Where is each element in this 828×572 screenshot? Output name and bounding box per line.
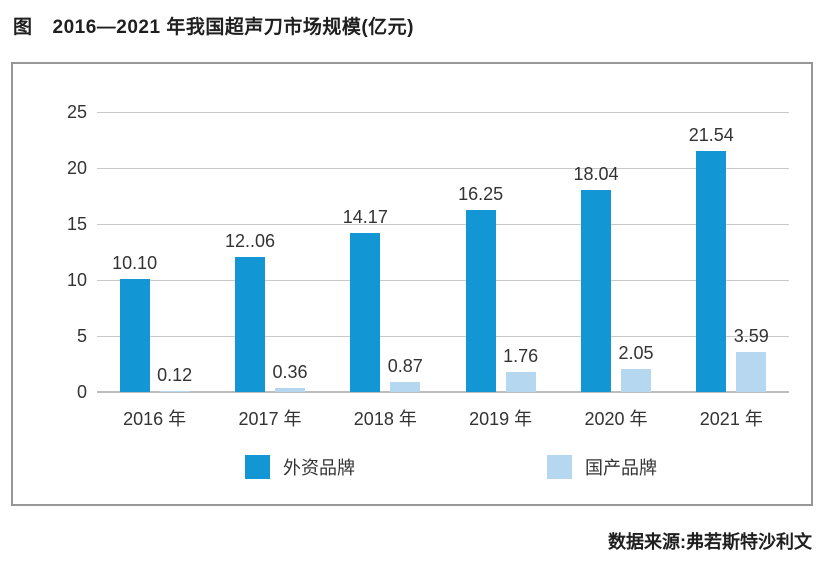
外资品牌-value-label: 10.10 [112,252,158,273]
国产品牌-value-label: 1.76 [503,346,539,367]
国产品牌-bar [620,369,651,392]
gridline-y-5 [97,336,789,337]
x-axis-labels: 2016 年 2017 年 2018 年 2019 年 2020 年 2021 年 [97,405,789,431]
bar-group-2016年: 10.10 0.12 [97,112,212,392]
外资品牌-value-label: 14.17 [342,207,388,228]
国产品牌-value-label: 2.05 [618,343,654,364]
国产品牌-bar [736,351,767,392]
x-tick-label-2017年: 2017 年 [238,409,302,429]
x-tick-label-2018年: 2018 年 [353,409,417,429]
legend-label-国产品牌: 国产品牌 [585,458,657,478]
外资品牌-bar-wrap: 16.25 [458,112,503,392]
国产品牌-bar-wrap: 0.87 [387,112,423,392]
y-tick-label-25: 25 [66,102,87,122]
figure-title-text: 2016—2021 年我国超声刀市场规模(亿元) [52,17,414,38]
国产品牌-bar [274,387,305,392]
外资品牌-bar-wrap: 21.54 [689,112,734,392]
外资品牌-value-label: 21.54 [688,124,734,145]
bar-group-2020年: 18.04 2.05 [558,112,673,392]
国产品牌-value-label: 3.59 [733,325,769,346]
外资品牌-value-label: 12..06 [224,230,276,251]
legend-swatch-国产品牌 [547,455,572,479]
国产品牌-bar [390,382,421,392]
bar-group-2021年: 21.54 3.59 [674,112,789,392]
bar-group-2019年: 16.25 1.76 [443,112,558,392]
gridline-y-25 [97,112,789,113]
外资品牌-bar-wrap: 10.10 [112,112,157,392]
外资品牌-bar [234,256,265,392]
legend-label-外资品牌: 外资品牌 [283,458,355,478]
国产品牌-bar [159,390,190,392]
gridline-y-15 [97,224,789,225]
y-tick-label-10: 10 [66,270,87,290]
legend: 外资品牌 国产品牌 [13,454,811,480]
国产品牌-bar [505,372,536,392]
y-tick-label-0: 0 [76,382,87,402]
外资品牌-value-label: 16.25 [458,184,504,204]
bar-group-2018年: 14.17 0.87 [328,112,443,392]
bar-group-2017年: 12..06 0.36 [212,112,327,392]
外资品牌-bar [119,278,150,392]
x-tick-label-2019年: 2019 年 [469,409,533,429]
figure-title: 图 2016—2021 年我国超声刀市场规模(亿元) [13,12,414,39]
chart-frame: 0 5 10 15 20 25 10.10 0.12 12..06 0.36 14.17 0.87 1… [11,62,813,506]
外资品牌-bar-wrap: 18.04 [573,112,618,392]
y-tick-label-5: 5 [76,326,87,346]
国产品牌-value-label: 0.36 [272,361,308,382]
y-tick-label-20: 20 [66,158,87,178]
legend-item-国产品牌: 国产品牌 [547,454,657,480]
legend-swatch-外资品牌 [245,455,270,479]
国产品牌-bar-wrap: 0.12 [157,112,193,392]
gridline-y-10 [97,280,789,281]
x-tick-label-2016年: 2016 年 [123,409,187,429]
y-tick-label-15: 15 [66,214,87,234]
legend-item-外资品牌: 外资品牌 [245,454,355,480]
国产品牌-value-label: 0.12 [157,364,193,385]
x-tick-label-2021年: 2021 年 [699,409,763,429]
gridline-y-20 [97,168,789,169]
外资品牌-value-label: 18.04 [573,163,619,184]
国产品牌-bar-wrap: 1.76 [503,112,539,392]
外资品牌-bar [465,210,496,392]
外资品牌-bar-wrap: 12..06 [225,112,275,392]
国产品牌-value-label: 0.87 [387,356,423,377]
外资品牌-bar-wrap: 14.17 [343,112,388,392]
plot-area: 10.10 0.12 12..06 0.36 14.17 0.87 16.25 1.76 18.… [97,112,789,392]
国产品牌-bar-wrap: 2.05 [618,112,654,392]
外资品牌-bar [350,233,381,392]
figure-label: 图 [13,17,33,38]
外资品牌-bar [696,150,727,392]
国产品牌-bar-wrap: 0.36 [272,112,308,392]
国产品牌-bar-wrap: 3.59 [733,112,769,392]
data-source-note: 数据来源:弗若斯特沙利文 [608,532,812,552]
x-tick-label-2020年: 2020 年 [584,409,648,429]
外资品牌-bar [580,189,611,392]
x-axis-baseline [97,391,789,393]
